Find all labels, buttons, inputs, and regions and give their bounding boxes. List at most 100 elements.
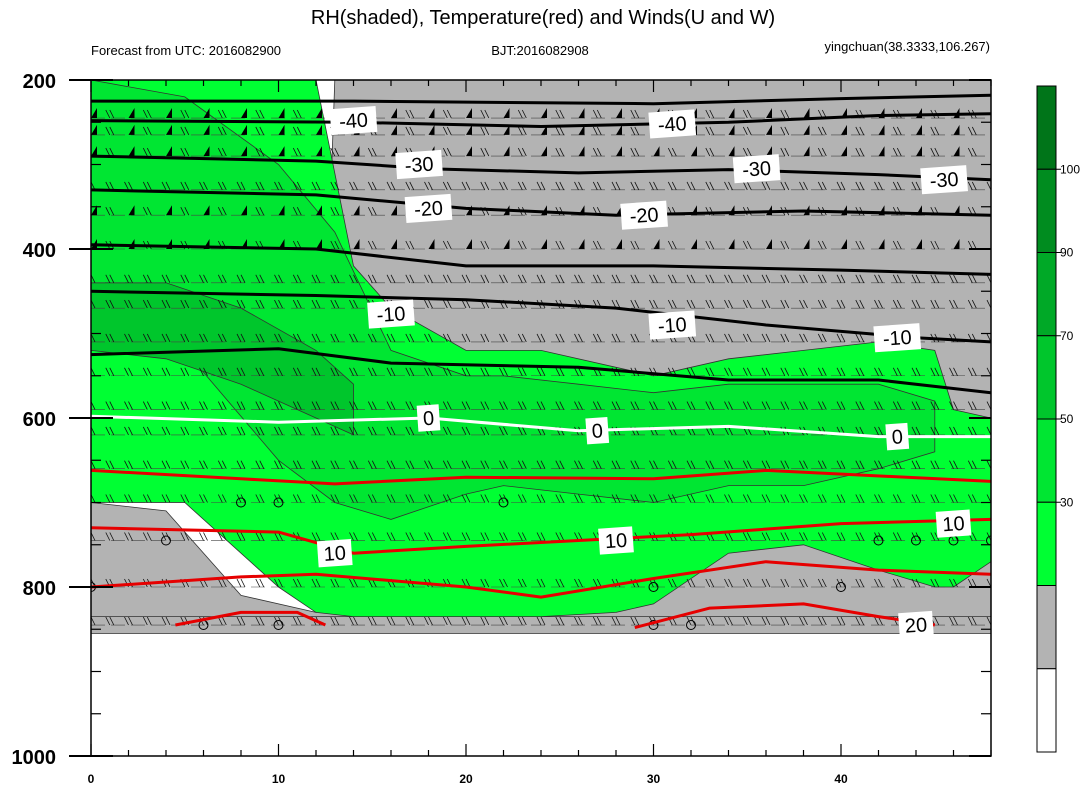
wind-barb [536, 401, 546, 410]
wind-barb [705, 240, 715, 250]
contour-label-box [404, 193, 453, 224]
wind-barb [517, 532, 527, 541]
wind-barb [255, 578, 265, 588]
wind-barb [967, 181, 977, 191]
wind-flag [128, 108, 135, 118]
temperature-contour-4 [175, 610, 327, 627]
wind-barb [255, 426, 265, 436]
wind-barb [255, 460, 265, 469]
wind-barb [517, 274, 527, 283]
wind-flag [391, 124, 397, 135]
wind-barb [592, 181, 602, 191]
wind-barb [799, 532, 808, 541]
wind-barb [292, 460, 302, 469]
wind-barb [330, 181, 340, 191]
wind-barb [236, 299, 246, 309]
wind-flag [353, 239, 360, 249]
wind-barb [461, 616, 471, 626]
wind-barb [855, 494, 865, 503]
wind-barb [442, 494, 452, 503]
wind-barb [424, 367, 433, 376]
wind-barb [199, 274, 208, 283]
wind-flag [166, 205, 172, 216]
wind-flag [841, 124, 847, 135]
wind-barb [217, 616, 227, 626]
wind-barb [592, 126, 602, 136]
contour-label-10: 0 [416, 404, 441, 432]
calm-wind-circle [273, 497, 284, 508]
wind-barb [124, 460, 133, 469]
wind-barb [367, 274, 377, 283]
wind-barb [499, 532, 508, 541]
wind-flag [166, 146, 172, 157]
colorbar-label: 30 [1060, 495, 1074, 509]
wind-barb [742, 240, 752, 250]
wind-barb [574, 367, 583, 376]
contour-label-12: 0 [885, 422, 910, 451]
wind-barb [967, 299, 977, 309]
wind-barb [124, 299, 133, 309]
wind-barb [649, 460, 658, 469]
wind-flag [316, 146, 322, 157]
wind-barb [555, 126, 565, 136]
wind-barb [761, 460, 771, 469]
wind-barb [930, 274, 940, 283]
wind-flag [616, 239, 622, 249]
wind-barb [499, 616, 508, 626]
wind-flag [241, 146, 247, 157]
wind-barb [142, 616, 152, 626]
wind-flag [991, 108, 997, 118]
wind-barb [255, 401, 265, 410]
wind-barb [874, 367, 883, 376]
wind-barb [311, 460, 321, 469]
wind-barb [105, 532, 115, 541]
wind-barb [367, 240, 377, 250]
wind-flag [878, 146, 885, 157]
wind-barb [367, 494, 377, 503]
wind-flag [278, 239, 285, 249]
colorbar-label: 70 [1060, 329, 1074, 343]
contour-label-11: 0 [585, 416, 610, 445]
contour-label-2: -30 [395, 149, 443, 180]
wind-flag [316, 205, 322, 216]
wind-barb [105, 181, 115, 191]
wind-flag [803, 146, 810, 157]
wind-barb [967, 126, 977, 136]
wind-barb [480, 147, 490, 157]
wind-barb [199, 367, 208, 376]
wind-barb [217, 401, 227, 410]
wind-barb [892, 494, 902, 503]
wind-barb [330, 367, 340, 376]
wind-barb [892, 578, 902, 588]
wind-barb [742, 126, 752, 136]
wind-flag [466, 124, 472, 135]
wind-barb [855, 426, 865, 436]
wind-barb [836, 333, 846, 343]
wind-barb [686, 299, 696, 309]
wind-barb [461, 426, 471, 436]
wind-barb [274, 333, 283, 343]
colorbar-swatch-2 [1036, 252, 1057, 337]
wind-barb [499, 460, 508, 469]
wind-barb [799, 333, 808, 343]
wind-barb [967, 494, 977, 503]
wind-flag [916, 124, 922, 135]
wind-barb [667, 274, 677, 283]
wind-flag [841, 146, 847, 157]
wind-barb [161, 401, 171, 410]
wind-barb [817, 460, 827, 469]
wind-barb [386, 616, 396, 626]
wind-flag [91, 124, 97, 135]
wind-barb [536, 274, 546, 283]
wind-flag [991, 146, 997, 156]
wind-barb [892, 240, 902, 250]
wind-flag [841, 239, 847, 249]
wind-barb [799, 181, 808, 191]
contour-label-text: 10 [323, 542, 347, 565]
wind-barb [705, 126, 715, 136]
temperature-contour-11 [91, 112, 991, 128]
wind-barb [180, 207, 190, 216]
wind-barb [949, 460, 958, 469]
wind-barb [611, 274, 621, 283]
wind-barb [161, 494, 171, 503]
